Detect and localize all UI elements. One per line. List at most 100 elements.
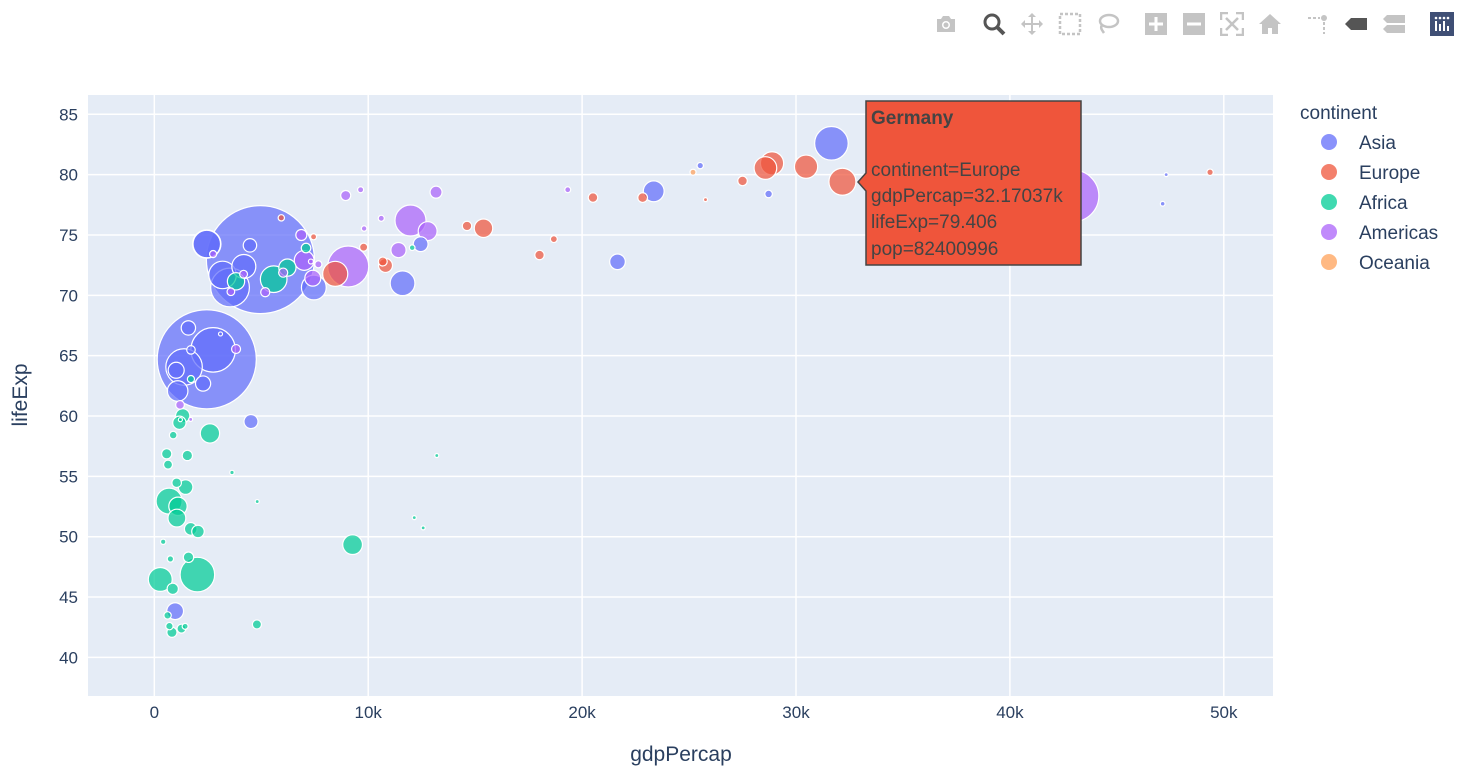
bubble-americas[interactable] [377,214,385,222]
bubble-asia[interactable] [764,189,773,199]
bubble-europe[interactable] [309,233,318,241]
bubble-asia[interactable] [194,375,212,392]
bubble-africa[interactable] [254,498,260,505]
bubble-africa[interactable] [300,242,312,254]
bubble-europe[interactable] [637,192,649,204]
zoom-icon[interactable] [976,8,1012,40]
reset-axes-icon[interactable] [1252,8,1288,40]
lasso-select-icon[interactable] [1090,8,1126,40]
bubble-africa[interactable] [434,452,440,459]
box-select-icon[interactable] [1052,8,1088,40]
bubble-africa[interactable] [182,551,195,564]
bubbles[interactable] [147,125,1214,638]
bubble-americas[interactable] [390,241,407,259]
bubble-asia[interactable] [1159,200,1166,207]
bubble-americas[interactable] [208,249,218,259]
bubble-americas[interactable] [188,416,194,422]
bubble-africa[interactable] [411,515,417,521]
download-png-icon[interactable] [928,8,964,40]
bubble-africa[interactable] [168,430,178,440]
bubble-africa[interactable] [229,469,235,476]
bubble-americas[interactable] [295,228,308,242]
bubble-americas[interactable] [307,258,314,265]
bubble-americas[interactable] [226,287,236,297]
autoscale-icon[interactable] [1214,8,1250,40]
bubble-africa[interactable] [408,244,416,252]
bubble-africa[interactable] [167,508,187,528]
bubble-africa[interactable] [160,448,173,460]
bubble-asia[interactable] [166,380,189,402]
bubble-africa[interactable] [177,416,184,423]
hover-compare-icon[interactable] [1376,8,1412,40]
bubble-europe[interactable] [473,218,494,239]
bubble-asia[interactable] [696,161,705,170]
bubble-asia[interactable] [642,180,665,203]
bubble-africa[interactable] [159,538,167,546]
bubble-europe[interactable] [277,214,286,222]
bubble-africa[interactable] [166,555,175,563]
bubble-europe[interactable] [737,175,748,187]
bubble-africa[interactable] [181,449,194,462]
legend-item-africa[interactable]: Africa [1321,193,1408,214]
bubble-asia[interactable] [1163,172,1169,178]
pan-icon[interactable] [1014,8,1050,40]
legend-item-europe[interactable]: Europe [1321,163,1420,184]
bubble-oceania[interactable] [689,168,697,176]
bubble-africa[interactable] [420,525,426,531]
plotly-logo-icon[interactable] [1424,8,1460,40]
bubble-americas[interactable] [239,269,249,279]
bubble-americas[interactable] [230,343,242,355]
legend-item-oceania[interactable]: Oceania [1321,253,1430,274]
bubble-americas[interactable] [175,399,185,410]
bubble-europe[interactable] [359,242,369,252]
bubble-asia[interactable] [814,125,849,161]
bubble-europe[interactable] [461,220,473,232]
bubble-americas[interactable] [304,269,322,287]
bubble-africa[interactable] [181,622,189,630]
bubble-asia[interactable] [242,238,258,253]
bubble-asia[interactable] [412,236,429,253]
bubble-americas[interactable] [360,225,368,232]
bubble-africa[interactable] [163,611,172,620]
bubble-europe[interactable] [828,167,857,196]
bubble-africa[interactable] [162,459,174,470]
bubble-americas[interactable] [314,260,323,269]
bubble-europe[interactable] [549,235,558,244]
bubble-africa[interactable] [199,423,221,444]
bubble-africa[interactable] [147,566,173,592]
bubble-europe[interactable] [322,260,349,287]
zoom-in-icon[interactable] [1138,8,1174,40]
bubble-asia[interactable] [389,270,416,297]
bubble-africa[interactable] [171,477,183,489]
bubble-africa[interactable] [251,619,263,630]
bubble-europe[interactable] [793,154,819,179]
bubble-africa[interactable] [165,621,174,631]
bubble-americas[interactable] [356,186,365,194]
legend-item-americas[interactable]: Americas [1321,223,1438,244]
bubble-asia[interactable] [180,320,197,336]
bubble-asia[interactable] [186,345,196,355]
bubble-asia[interactable] [609,253,626,271]
bubble-asia[interactable] [217,331,224,337]
bubble-americas[interactable] [340,189,352,202]
bubble-europe[interactable] [534,249,545,261]
bubble-africa[interactable] [179,556,216,593]
bubble-asia[interactable] [167,361,185,379]
zoom-out-icon[interactable] [1176,8,1212,40]
bubble-europe[interactable] [753,156,778,180]
bubble-africa[interactable] [191,524,205,539]
bubble-asia[interactable] [243,413,259,430]
hover-closest-icon[interactable] [1338,8,1374,40]
spike-lines-icon[interactable] [1300,8,1336,40]
bubble-africa[interactable] [342,534,364,556]
bubble-africa[interactable] [186,374,196,384]
bubble-americas[interactable] [429,185,443,199]
bubble-europe[interactable] [587,192,599,203]
legend-item-asia[interactable]: Asia [1321,133,1396,154]
bubble-americas[interactable] [278,267,289,278]
bubble-europe[interactable] [702,197,709,203]
bubble-europe[interactable] [377,256,388,267]
bubble-americas[interactable] [260,287,271,298]
bubble-americas[interactable] [564,186,572,194]
